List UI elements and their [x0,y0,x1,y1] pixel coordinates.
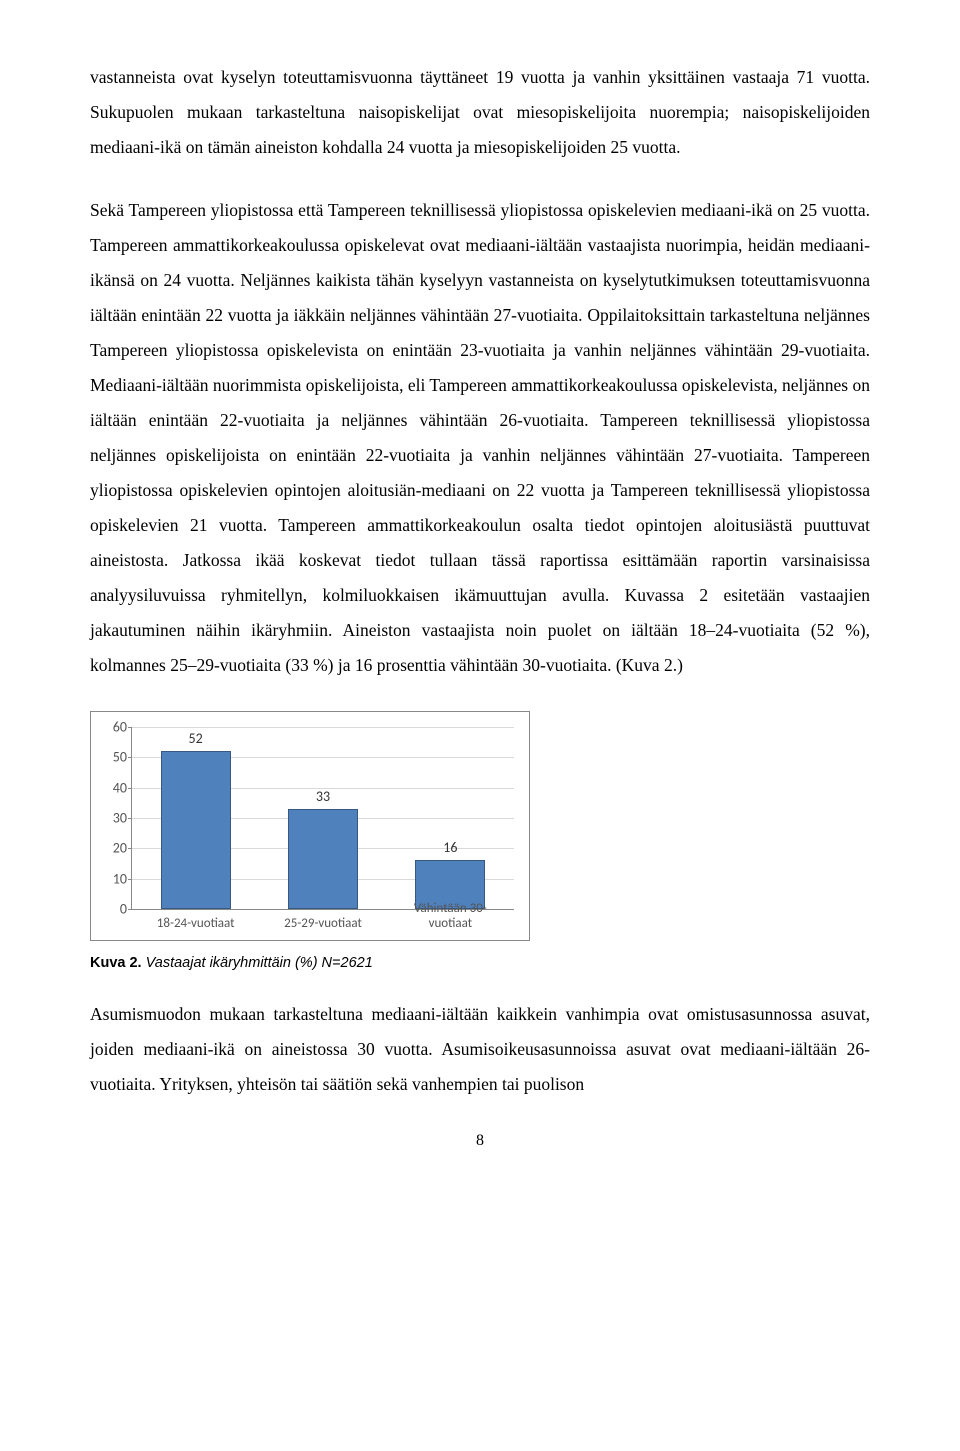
y-tick-label: 30 [102,810,127,827]
caption-prefix: Kuva 2. [90,955,142,971]
y-tick-label: 10 [102,870,127,887]
y-tick-label: 60 [102,719,127,736]
y-tick-label: 40 [102,779,127,796]
x-axis-label: 25-29-vuotiaat [263,917,384,931]
paragraph-3: Asumismuodon mukaan tarkasteltuna mediaa… [90,997,870,1102]
x-axis-label: 18-24-vuotiaat [135,917,256,931]
caption-body: Vastaajat ikäryhmittäin (%) N=2621 [142,955,373,971]
chart-caption: Kuva 2. Vastaajat ikäryhmittäin (%) N=26… [90,955,870,971]
y-tick-label: 0 [102,901,127,918]
x-axis-label: Vähintään 30- vuotiaat [390,902,511,931]
paragraph-2: Sekä Tampereen yliopistossa että Tampere… [90,193,870,683]
bar [161,751,231,909]
bar [288,809,358,909]
page-number: 8 [90,1132,870,1150]
bar-value-label: 52 [166,730,226,747]
y-tick-label: 50 [102,749,127,766]
paragraph-1: vastanneista ovat kyselyn toteuttamisvuo… [90,60,870,165]
y-tick-label: 20 [102,840,127,857]
bar-value-label: 33 [293,788,353,805]
bar-value-label: 16 [420,839,480,856]
age-group-bar-chart: 0 10 20 30 40 50 60 52 18-24-vuotiaat 33 25-29-vuo… [90,711,530,941]
chart-plot-area: 01020304050605218-24-vuotiaat3325-29-vuo… [131,727,514,910]
